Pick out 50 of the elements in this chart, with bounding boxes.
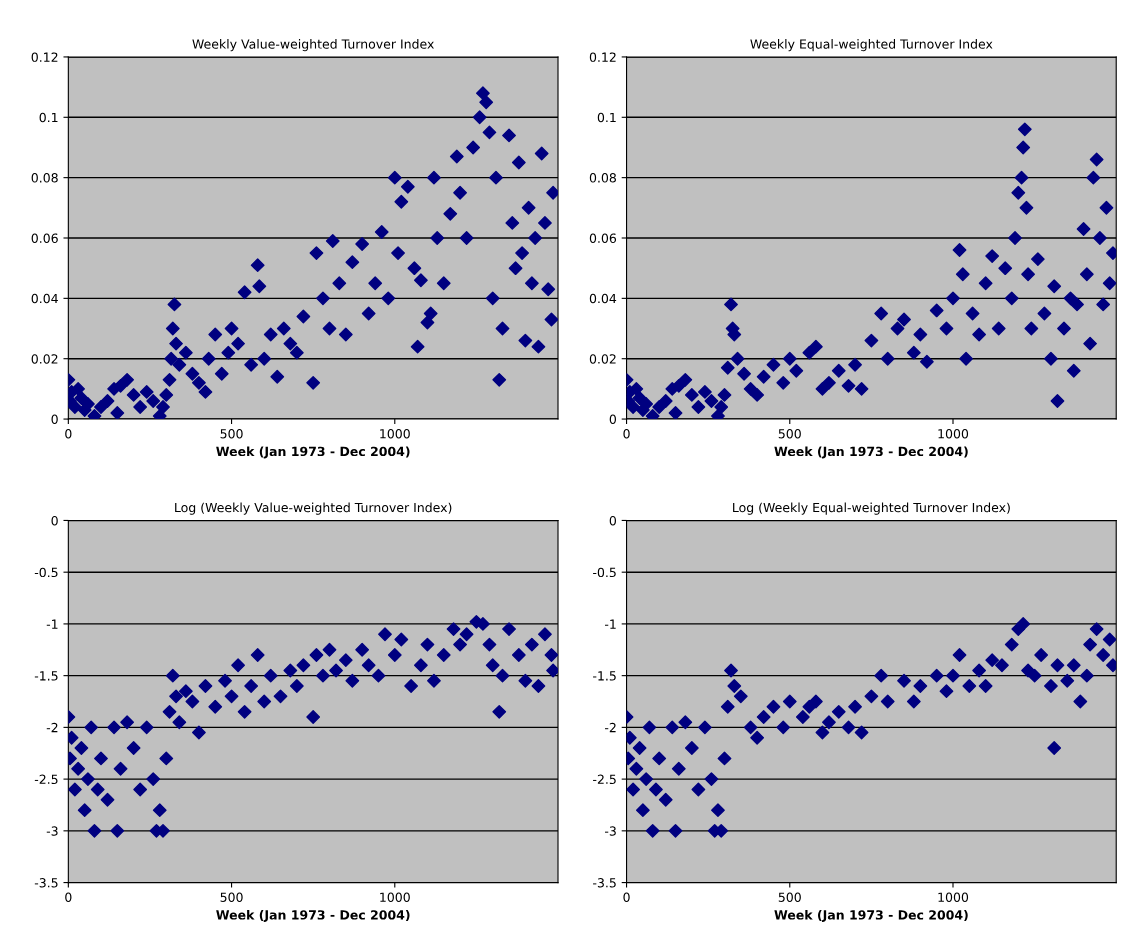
y-tick-label: 0.04 xyxy=(589,293,617,304)
chart-title: Weekly Equal-weighted Turnover Index xyxy=(750,39,993,52)
chart-title: Weekly Value-weighted Turnover Index xyxy=(192,39,434,52)
y-tick-label: -2 xyxy=(46,722,58,733)
x-tick-label: 0 xyxy=(65,429,72,439)
x-axis-title: Week (Jan 1973 - Dec 2004) xyxy=(216,446,410,459)
x-tick-label: 0 xyxy=(65,892,72,902)
y-tick-label: 0 xyxy=(609,414,616,424)
y-tick-label: 0.08 xyxy=(589,173,616,183)
y-tick-label: 0 xyxy=(609,515,616,526)
x-tick-label: 500 xyxy=(778,429,801,439)
y-tick-label: -2 xyxy=(604,722,616,733)
y-tick-label: 0 xyxy=(51,414,58,424)
x-tick-label: 500 xyxy=(778,892,801,902)
y-tick-label: 0.04 xyxy=(31,293,58,304)
y-tick-label: -0.5 xyxy=(593,567,616,578)
y-tick-label: 0.02 xyxy=(589,354,616,364)
y-tick-label: -3 xyxy=(46,826,58,836)
x-tick-label: 1000 xyxy=(938,429,969,439)
x-tick-label: 500 xyxy=(220,429,243,439)
y-tick-label: -1.5 xyxy=(593,671,616,681)
x-tick-label: 0 xyxy=(623,892,630,902)
y-tick-label: 0.12 xyxy=(589,52,616,62)
y-tick-label: -3.5 xyxy=(34,878,58,888)
y-tick-label: -3.5 xyxy=(593,878,616,888)
x-axis-title: Week (Jan 1973 - Dec 2004) xyxy=(774,909,968,922)
y-tick-label: 0.06 xyxy=(31,233,58,243)
y-tick-label: -3 xyxy=(604,826,616,836)
x-tick-label: 1000 xyxy=(380,892,410,902)
y-tick-label: 0 xyxy=(51,515,58,526)
x-axis-title: Week (Jan 1973 - Dec 2004) xyxy=(774,446,968,459)
x-tick-label: 500 xyxy=(220,892,243,902)
y-tick-label: 0.12 xyxy=(31,52,58,62)
y-tick-label: -2.5 xyxy=(593,774,616,785)
chart-title: Log (Weekly Value-weighted Turnover Index) xyxy=(175,502,452,515)
x-tick-label: 1000 xyxy=(938,892,969,902)
y-tick-label: 0.02 xyxy=(31,354,58,364)
y-tick-label: -1.5 xyxy=(34,671,58,681)
y-tick-label: 0.1 xyxy=(597,112,616,123)
y-tick-label: 0.06 xyxy=(589,233,617,243)
y-tick-label: 0.08 xyxy=(31,173,58,183)
chart-title: Log (Weekly Equal-weighted Turnover Index) xyxy=(733,502,1010,515)
y-tick-label: 0.1 xyxy=(39,112,58,123)
y-tick-label: -2.5 xyxy=(34,774,58,785)
y-tick-label: -1 xyxy=(604,619,616,629)
x-tick-label: 1000 xyxy=(380,429,410,439)
y-tick-label: -1 xyxy=(46,619,58,629)
y-tick-label: -0.5 xyxy=(34,567,58,578)
x-axis-title: Week (Jan 1973 - Dec 2004) xyxy=(216,909,410,922)
x-tick-label: 0 xyxy=(623,429,630,439)
